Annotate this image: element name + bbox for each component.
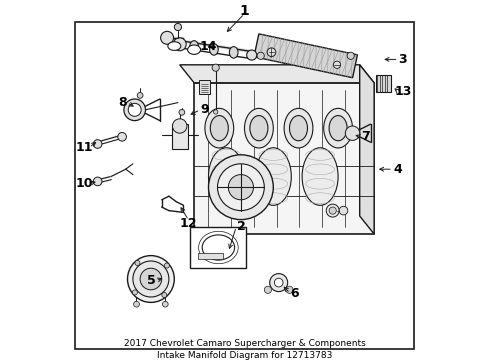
Text: 11: 11 (75, 141, 93, 154)
Circle shape (133, 301, 139, 307)
Circle shape (174, 23, 181, 31)
Circle shape (212, 64, 219, 71)
Ellipse shape (167, 42, 181, 50)
Text: 14: 14 (199, 40, 217, 53)
Circle shape (328, 207, 336, 214)
Text: 8: 8 (118, 96, 126, 109)
Polygon shape (179, 65, 373, 83)
Circle shape (269, 274, 287, 292)
Ellipse shape (229, 46, 238, 58)
Circle shape (164, 263, 169, 268)
Circle shape (135, 261, 140, 266)
Text: 4: 4 (392, 163, 401, 176)
Circle shape (213, 110, 218, 114)
Bar (197, 253, 223, 259)
Circle shape (93, 140, 102, 148)
Bar (375, 75, 390, 92)
Ellipse shape (323, 108, 352, 148)
Circle shape (325, 204, 339, 217)
Circle shape (208, 155, 273, 220)
Text: 7: 7 (360, 130, 369, 143)
Circle shape (257, 52, 264, 59)
Circle shape (217, 164, 264, 211)
Circle shape (264, 286, 271, 293)
Ellipse shape (249, 116, 267, 141)
Bar (194, 83, 373, 234)
Circle shape (162, 301, 168, 307)
Text: 3: 3 (398, 53, 407, 66)
Circle shape (345, 126, 359, 140)
Circle shape (123, 99, 145, 121)
Circle shape (339, 206, 347, 215)
Circle shape (118, 132, 126, 141)
Circle shape (173, 38, 186, 51)
Circle shape (285, 286, 292, 293)
Ellipse shape (244, 108, 273, 148)
Circle shape (162, 292, 166, 297)
Text: 6: 6 (290, 287, 299, 300)
Circle shape (133, 261, 168, 297)
Bar (199, 80, 210, 94)
Ellipse shape (255, 148, 291, 205)
Ellipse shape (187, 45, 200, 54)
Circle shape (93, 177, 102, 186)
Ellipse shape (328, 116, 346, 141)
Ellipse shape (302, 148, 337, 205)
Bar (253, 34, 357, 78)
Ellipse shape (204, 108, 233, 148)
Text: 1: 1 (239, 4, 249, 18)
Circle shape (137, 93, 142, 98)
Ellipse shape (209, 44, 218, 55)
Circle shape (333, 61, 340, 68)
Text: 2017 Chevrolet Camaro Supercharger & Components
Intake Manifold Diagram for 1271: 2017 Chevrolet Camaro Supercharger & Com… (123, 339, 365, 360)
Text: 10: 10 (75, 177, 93, 190)
Ellipse shape (208, 148, 244, 205)
Text: 12: 12 (180, 217, 197, 230)
Ellipse shape (210, 116, 228, 141)
Circle shape (160, 31, 173, 44)
Circle shape (172, 119, 186, 133)
Circle shape (128, 103, 141, 116)
Text: 13: 13 (393, 85, 411, 98)
Bar (190, 227, 246, 268)
Ellipse shape (189, 41, 198, 52)
Circle shape (179, 109, 184, 115)
Text: 2: 2 (236, 220, 245, 233)
Circle shape (132, 290, 137, 295)
Ellipse shape (289, 116, 307, 141)
Bar (171, 124, 187, 149)
Ellipse shape (284, 108, 312, 148)
Circle shape (127, 256, 174, 302)
Text: 5: 5 (146, 274, 155, 287)
Text: 9: 9 (200, 103, 209, 116)
Circle shape (346, 52, 354, 59)
Circle shape (140, 268, 162, 290)
Circle shape (228, 175, 253, 200)
Polygon shape (359, 65, 373, 234)
Circle shape (274, 278, 283, 287)
Circle shape (266, 48, 275, 57)
Circle shape (246, 50, 256, 60)
